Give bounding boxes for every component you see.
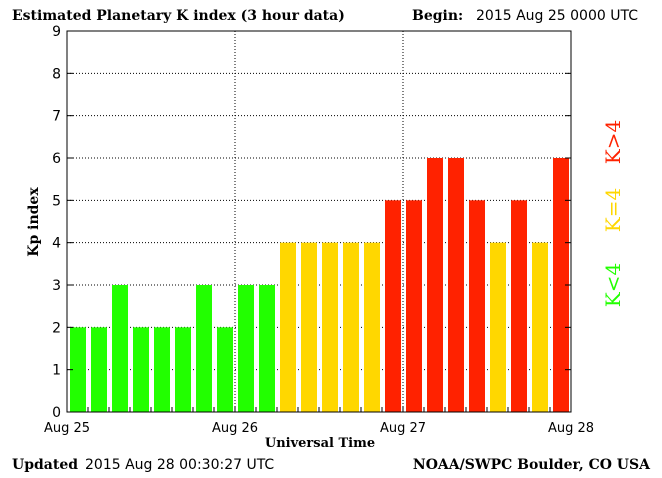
kp-bar [196, 285, 212, 412]
kp-bar [91, 327, 107, 412]
kp-bar [532, 242, 548, 412]
kp-bar [259, 285, 275, 412]
y-tick-label: 2 [52, 320, 61, 336]
y-tick-label: 9 [52, 24, 61, 40]
kp-bar [70, 327, 86, 412]
kp-bar [427, 158, 443, 412]
y-tick-label: 6 [52, 151, 61, 167]
x-axis-label: Universal Time [265, 436, 375, 451]
legend-high: K>4 [601, 120, 625, 164]
kp-bar [154, 327, 170, 412]
kp-bar [385, 200, 401, 412]
kp-bar [280, 242, 296, 412]
kp-bar [133, 327, 149, 412]
begin-value: 2015 Aug 25 0000 UTC [476, 8, 638, 24]
begin-label: Begin: [412, 8, 463, 24]
y-tick-label: 7 [52, 109, 61, 125]
y-tick-label: 3 [52, 278, 61, 294]
y-axis-ticks: 0 1 2 3 4 5 6 7 8 9 [52, 24, 571, 421]
kp-bar [322, 242, 338, 412]
x-tick-label: Aug 26 [212, 421, 258, 436]
legend-mid: K=4 [601, 188, 625, 232]
kp-bar [175, 327, 191, 412]
source-credit: NOAA/SWPC Boulder, CO USA [413, 457, 651, 473]
x-axis-ticks: Aug 25 Aug 26 Aug 27 Aug 28 [44, 407, 594, 436]
y-tick-label: 1 [52, 363, 61, 379]
kp-bar [112, 285, 128, 412]
updated-value: 2015 Aug 28 00:30:27 UTC [85, 457, 274, 473]
grid-lines [67, 31, 571, 412]
legend-low: K<4 [601, 263, 625, 307]
bar-series [70, 158, 569, 412]
y-tick-label: 8 [52, 66, 61, 82]
x-tick-label: Aug 27 [380, 421, 426, 436]
updated-label: Updated [12, 457, 78, 473]
y-tick-label: 4 [52, 236, 61, 252]
kp-bar [238, 285, 254, 412]
x-tick-label: Aug 28 [548, 421, 594, 436]
y-tick-label: 5 [52, 193, 61, 209]
kp-bar [469, 200, 485, 412]
chart-title: Estimated Planetary K index (3 hour data… [12, 8, 345, 24]
kp-bar [490, 242, 506, 412]
y-axis-label: Kp index [26, 187, 42, 257]
kp-bar [553, 158, 569, 412]
kp-bar [448, 158, 464, 412]
kp-bar [343, 242, 359, 412]
kp-bar [406, 200, 422, 412]
kp-bar [511, 200, 527, 412]
kp-bar [364, 242, 380, 412]
y-tick-label: 0 [52, 405, 61, 421]
x-tick-label: Aug 25 [44, 421, 90, 436]
kp-bar [301, 242, 317, 412]
kp-bar [217, 327, 233, 412]
